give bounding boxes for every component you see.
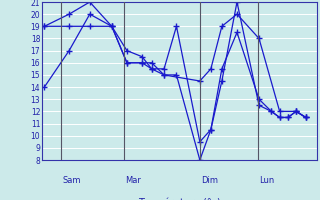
Text: Lun: Lun: [259, 176, 274, 185]
Text: Sam: Sam: [62, 176, 81, 185]
Text: Dim: Dim: [201, 176, 218, 185]
Text: Mar: Mar: [125, 176, 141, 185]
Text: Température (°c): Température (°c): [138, 198, 220, 200]
